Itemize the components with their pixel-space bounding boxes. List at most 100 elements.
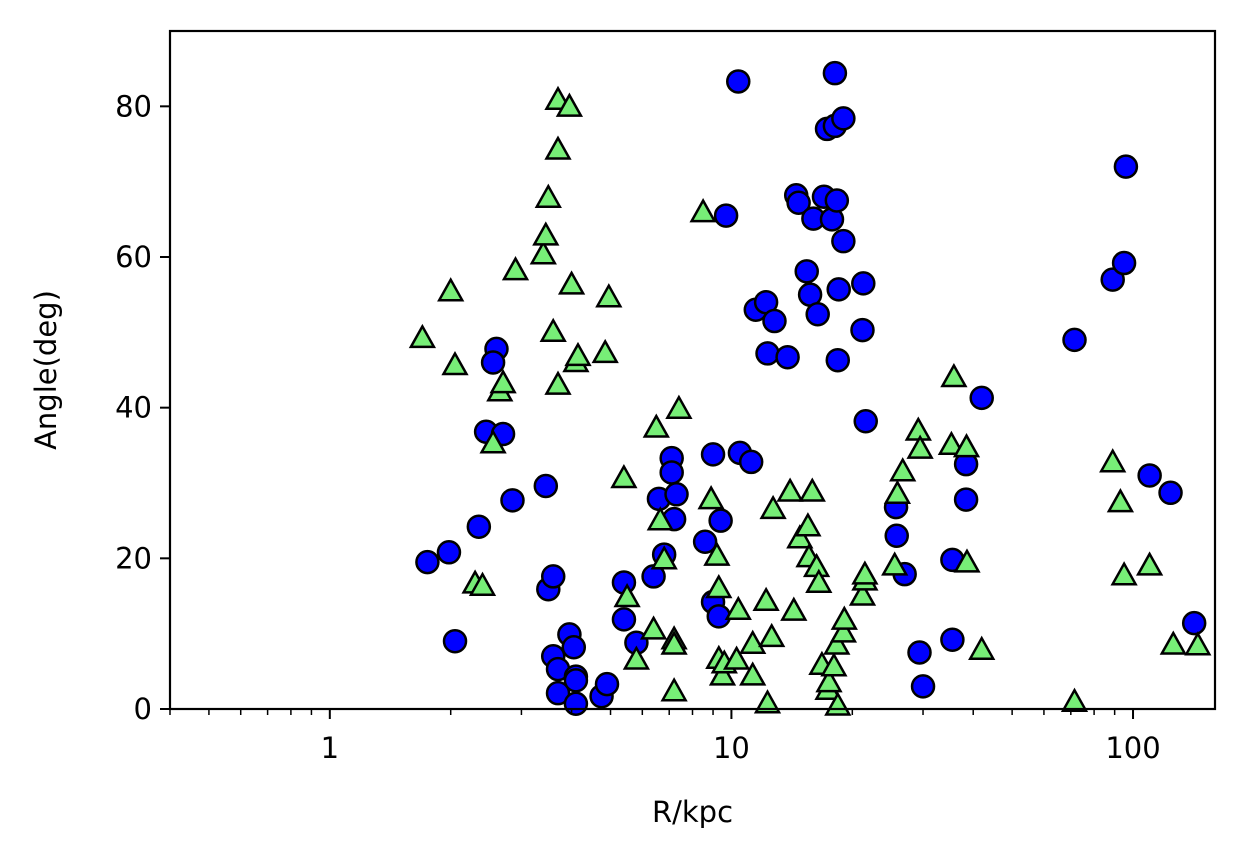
data-point-triangle (889, 457, 917, 482)
y-tick-label: 40 (115, 391, 152, 425)
data-point-triangle (759, 494, 787, 520)
data-point-triangle (953, 548, 981, 573)
data-point-circle (415, 549, 440, 575)
data-point-circle (1158, 480, 1183, 506)
data-point-triangle (532, 221, 560, 246)
data-point-circle (755, 341, 780, 366)
data-point-circle (706, 604, 732, 629)
data-point-circle (853, 408, 878, 434)
data-point-triangle (1106, 488, 1135, 513)
data-point-triangle (544, 370, 572, 395)
data-point-circle (540, 564, 566, 589)
data-point-circle (910, 674, 936, 699)
data-point-circle (1113, 154, 1139, 179)
data-point-triangle (703, 541, 731, 566)
data-point-triangle (820, 652, 848, 677)
data-point-triangle (753, 689, 782, 714)
data-point-circle (831, 228, 856, 254)
data-point-triangle (786, 524, 814, 549)
y-tick-label: 0 (134, 692, 152, 726)
data-point-circle (1181, 610, 1207, 636)
data-point-triangle (798, 477, 826, 502)
data-point-triangle (441, 350, 469, 376)
data-point-triangle (613, 582, 641, 608)
data-point-triangle (724, 595, 752, 621)
data-point-triangle (758, 622, 786, 648)
data-point-triangle (595, 283, 623, 308)
data-point-triangle (557, 270, 586, 295)
data-point-circle (953, 487, 979, 512)
data-point-triangle (660, 630, 688, 655)
y-tick-label: 20 (115, 541, 152, 575)
data-point-triangle (665, 394, 693, 419)
data-point-circle (969, 385, 994, 411)
data-point-circle (826, 277, 851, 302)
data-point-circle (533, 473, 559, 499)
data-point-triangle (564, 341, 592, 367)
data-point-circle (1137, 463, 1162, 488)
data-point-triangle (705, 573, 733, 599)
data-point-circle (805, 302, 830, 327)
data-point-triangle (610, 463, 638, 489)
data-point-circle (659, 460, 684, 485)
data-point-circle (850, 317, 875, 343)
data-point-triangle (815, 668, 843, 693)
data-point-triangle (829, 618, 858, 643)
data-point-triangle (952, 433, 981, 458)
data-point-triangle (642, 413, 670, 438)
data-point-triangle (660, 677, 688, 702)
data-point-triangle (479, 429, 507, 454)
data-point-triangle (408, 323, 437, 349)
data-point-circle (594, 671, 620, 697)
data-point-triangle (501, 256, 530, 281)
data-point-circle (692, 529, 718, 555)
data-point-triangle (650, 545, 678, 570)
data-point-circle (824, 188, 850, 213)
data-point-triangle (1110, 561, 1138, 586)
x-tick-label: 10 (713, 731, 750, 765)
data-point-circle (726, 69, 751, 94)
data-point-triangle (937, 430, 966, 456)
x-axis-label: R/kpc (652, 795, 733, 829)
data-point-triangle (697, 485, 725, 510)
data-point-circle (500, 488, 525, 513)
data-point-triangle (722, 645, 751, 670)
data-point-circle (794, 259, 819, 284)
data-point-circle (466, 514, 492, 539)
data-points (408, 60, 1212, 716)
data-point-circle (563, 668, 589, 693)
data-point-triangle (622, 645, 651, 670)
data-point-triangle (534, 183, 562, 208)
data-point-circle (775, 344, 800, 370)
data-point-triangle (848, 581, 877, 606)
data-point-triangle (1159, 630, 1187, 655)
data-point-triangle (437, 277, 465, 302)
data-point-circle (545, 680, 571, 706)
data-point-triangle (739, 661, 767, 686)
data-point-circle (436, 540, 462, 565)
data-point-triangle (851, 560, 879, 585)
data-point-circle (1100, 267, 1125, 292)
data-point-triangle (1060, 687, 1089, 712)
data-point-triangle (468, 571, 497, 596)
data-point-triangle (940, 362, 968, 388)
x-tick-label: 100 (1105, 731, 1160, 765)
data-point-triangle (1184, 631, 1212, 656)
data-point-circle (1062, 327, 1087, 353)
data-point-triangle (529, 240, 557, 265)
data-point-circle (713, 203, 739, 228)
y-axis-label: Angle(deg) (29, 290, 63, 450)
data-point-triangle (752, 586, 780, 612)
data-point-triangle (823, 630, 851, 655)
data-point-triangle (883, 479, 912, 505)
data-point-triangle (776, 477, 804, 502)
data-point-triangle (881, 551, 909, 576)
axes: 1 10 100 0 20 40 60 80 (115, 29, 1217, 765)
data-point-triangle (805, 568, 833, 593)
data-point-triangle (1135, 551, 1164, 576)
data-point-triangle (555, 92, 584, 117)
data-point-triangle (780, 596, 808, 621)
data-point-circle (561, 634, 587, 660)
